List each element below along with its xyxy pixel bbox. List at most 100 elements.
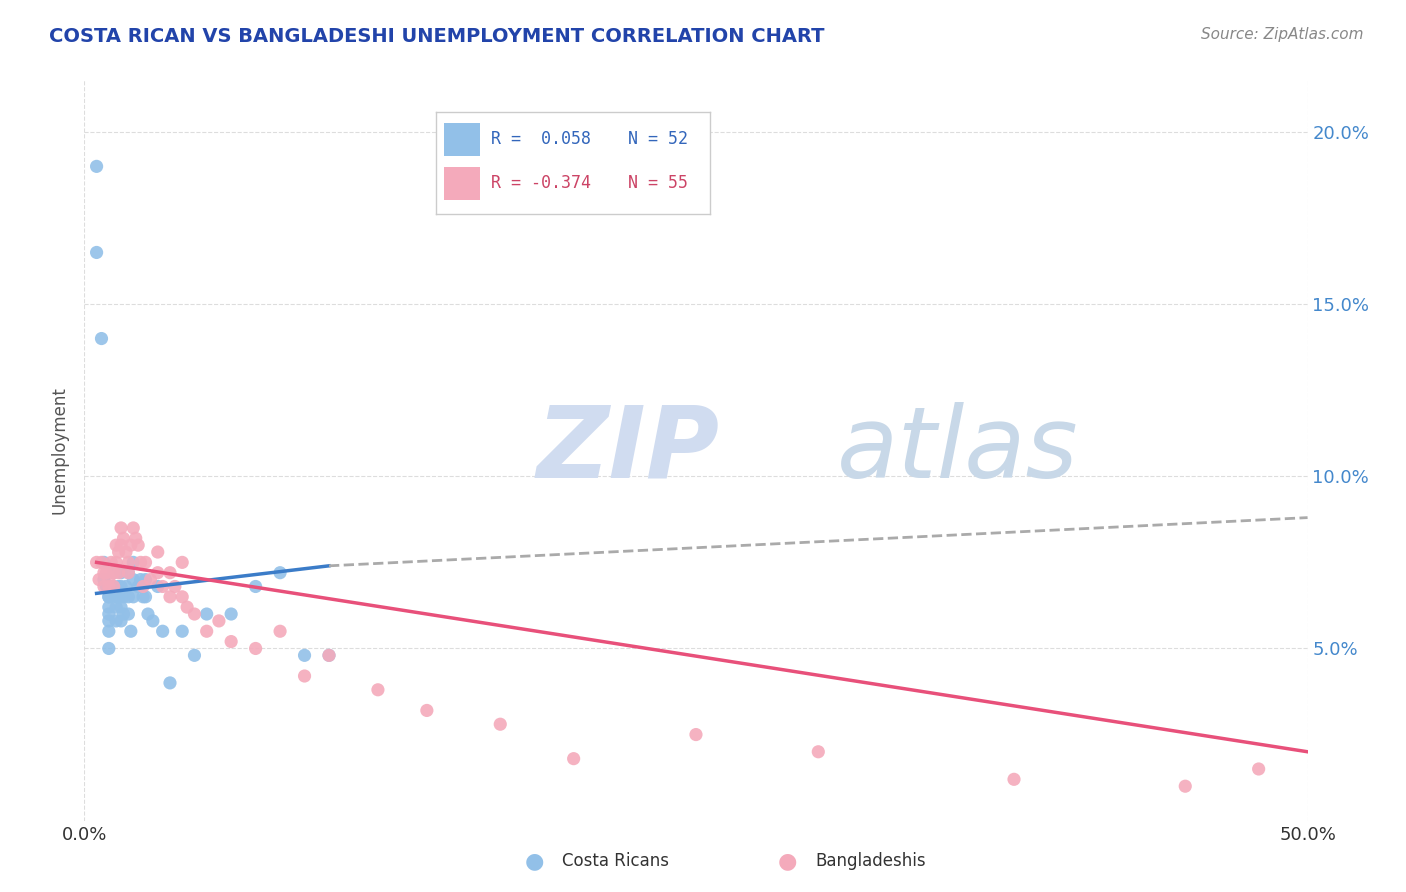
Point [139,573,162,587]
Point [117,566,139,580]
Point [100,555,122,569]
Text: R =  0.058: R = 0.058 [491,130,591,148]
Point [294,669,316,683]
Point [142,614,165,628]
Point [112,607,135,621]
Point [105,590,128,604]
Point [115,579,138,593]
Point [96,566,118,580]
Point [93,573,115,587]
Point [110,566,132,580]
Point [97,641,120,656]
Point [269,624,291,639]
Point [105,538,128,552]
Point [129,573,152,587]
Point [159,590,181,604]
Point [97,607,120,621]
Bar [444,167,479,200]
Point [269,566,291,580]
Point [115,545,138,559]
Point [183,607,205,621]
Point [97,590,120,604]
Point [135,555,157,569]
Point [110,600,132,615]
Text: N = 55: N = 55 [627,174,688,193]
Bar [444,123,479,155]
Point [122,573,145,587]
Point [152,624,174,639]
Point [86,245,108,260]
Point [103,579,125,593]
Point [112,531,135,545]
Point [416,703,439,717]
Point [245,579,267,593]
Point [318,648,340,663]
Point [105,600,128,615]
Text: ●: ● [778,851,797,871]
Point [127,579,149,593]
Point [120,538,142,552]
Point [183,648,205,663]
Point [129,555,152,569]
Point [152,579,174,593]
Point [159,676,181,690]
Point [195,624,218,639]
Point [90,555,112,569]
Point [172,590,194,604]
Point [90,332,112,346]
Point [97,573,120,587]
Point [208,614,231,628]
Point [132,579,155,593]
Point [685,727,707,741]
Point [93,566,115,580]
Point [219,634,242,648]
Point [103,579,125,593]
Point [562,752,585,766]
Point [107,566,129,580]
Point [163,579,186,593]
Point [110,579,132,593]
Point [135,573,157,587]
Point [1002,772,1025,787]
Point [86,555,108,569]
Point [172,555,194,569]
Point [318,648,340,663]
Text: COSTA RICAN VS BANGLADESHI UNEMPLOYMENT CORRELATION CHART: COSTA RICAN VS BANGLADESHI UNEMPLOYMENT … [49,27,825,45]
Y-axis label: Unemployment: Unemployment [51,386,69,515]
Text: atlas: atlas [837,402,1078,499]
Point [110,538,132,552]
Point [97,579,120,593]
Point [110,614,132,628]
Point [120,624,142,639]
Text: Source: ZipAtlas.com: Source: ZipAtlas.com [1201,27,1364,42]
Point [1247,762,1270,776]
Point [176,600,198,615]
Text: N = 52: N = 52 [627,130,688,148]
Point [103,566,125,580]
Point [367,682,389,697]
Point [146,566,169,580]
Point [807,745,830,759]
Point [132,590,155,604]
Text: Bangladeshis: Bangladeshis [815,852,927,870]
Point [172,624,194,639]
Point [489,717,512,731]
Point [294,648,316,663]
Point [117,555,139,569]
Point [97,590,120,604]
Point [146,579,169,593]
Point [112,590,135,604]
Point [97,614,120,628]
Point [107,545,129,559]
Point [127,538,149,552]
Text: ●: ● [524,851,544,871]
Point [159,566,181,580]
Text: ZIP: ZIP [537,402,720,499]
Point [97,624,120,639]
Point [93,555,115,569]
Point [105,614,128,628]
Point [117,590,139,604]
Point [86,160,108,174]
Point [146,545,169,559]
Point [1174,779,1197,793]
